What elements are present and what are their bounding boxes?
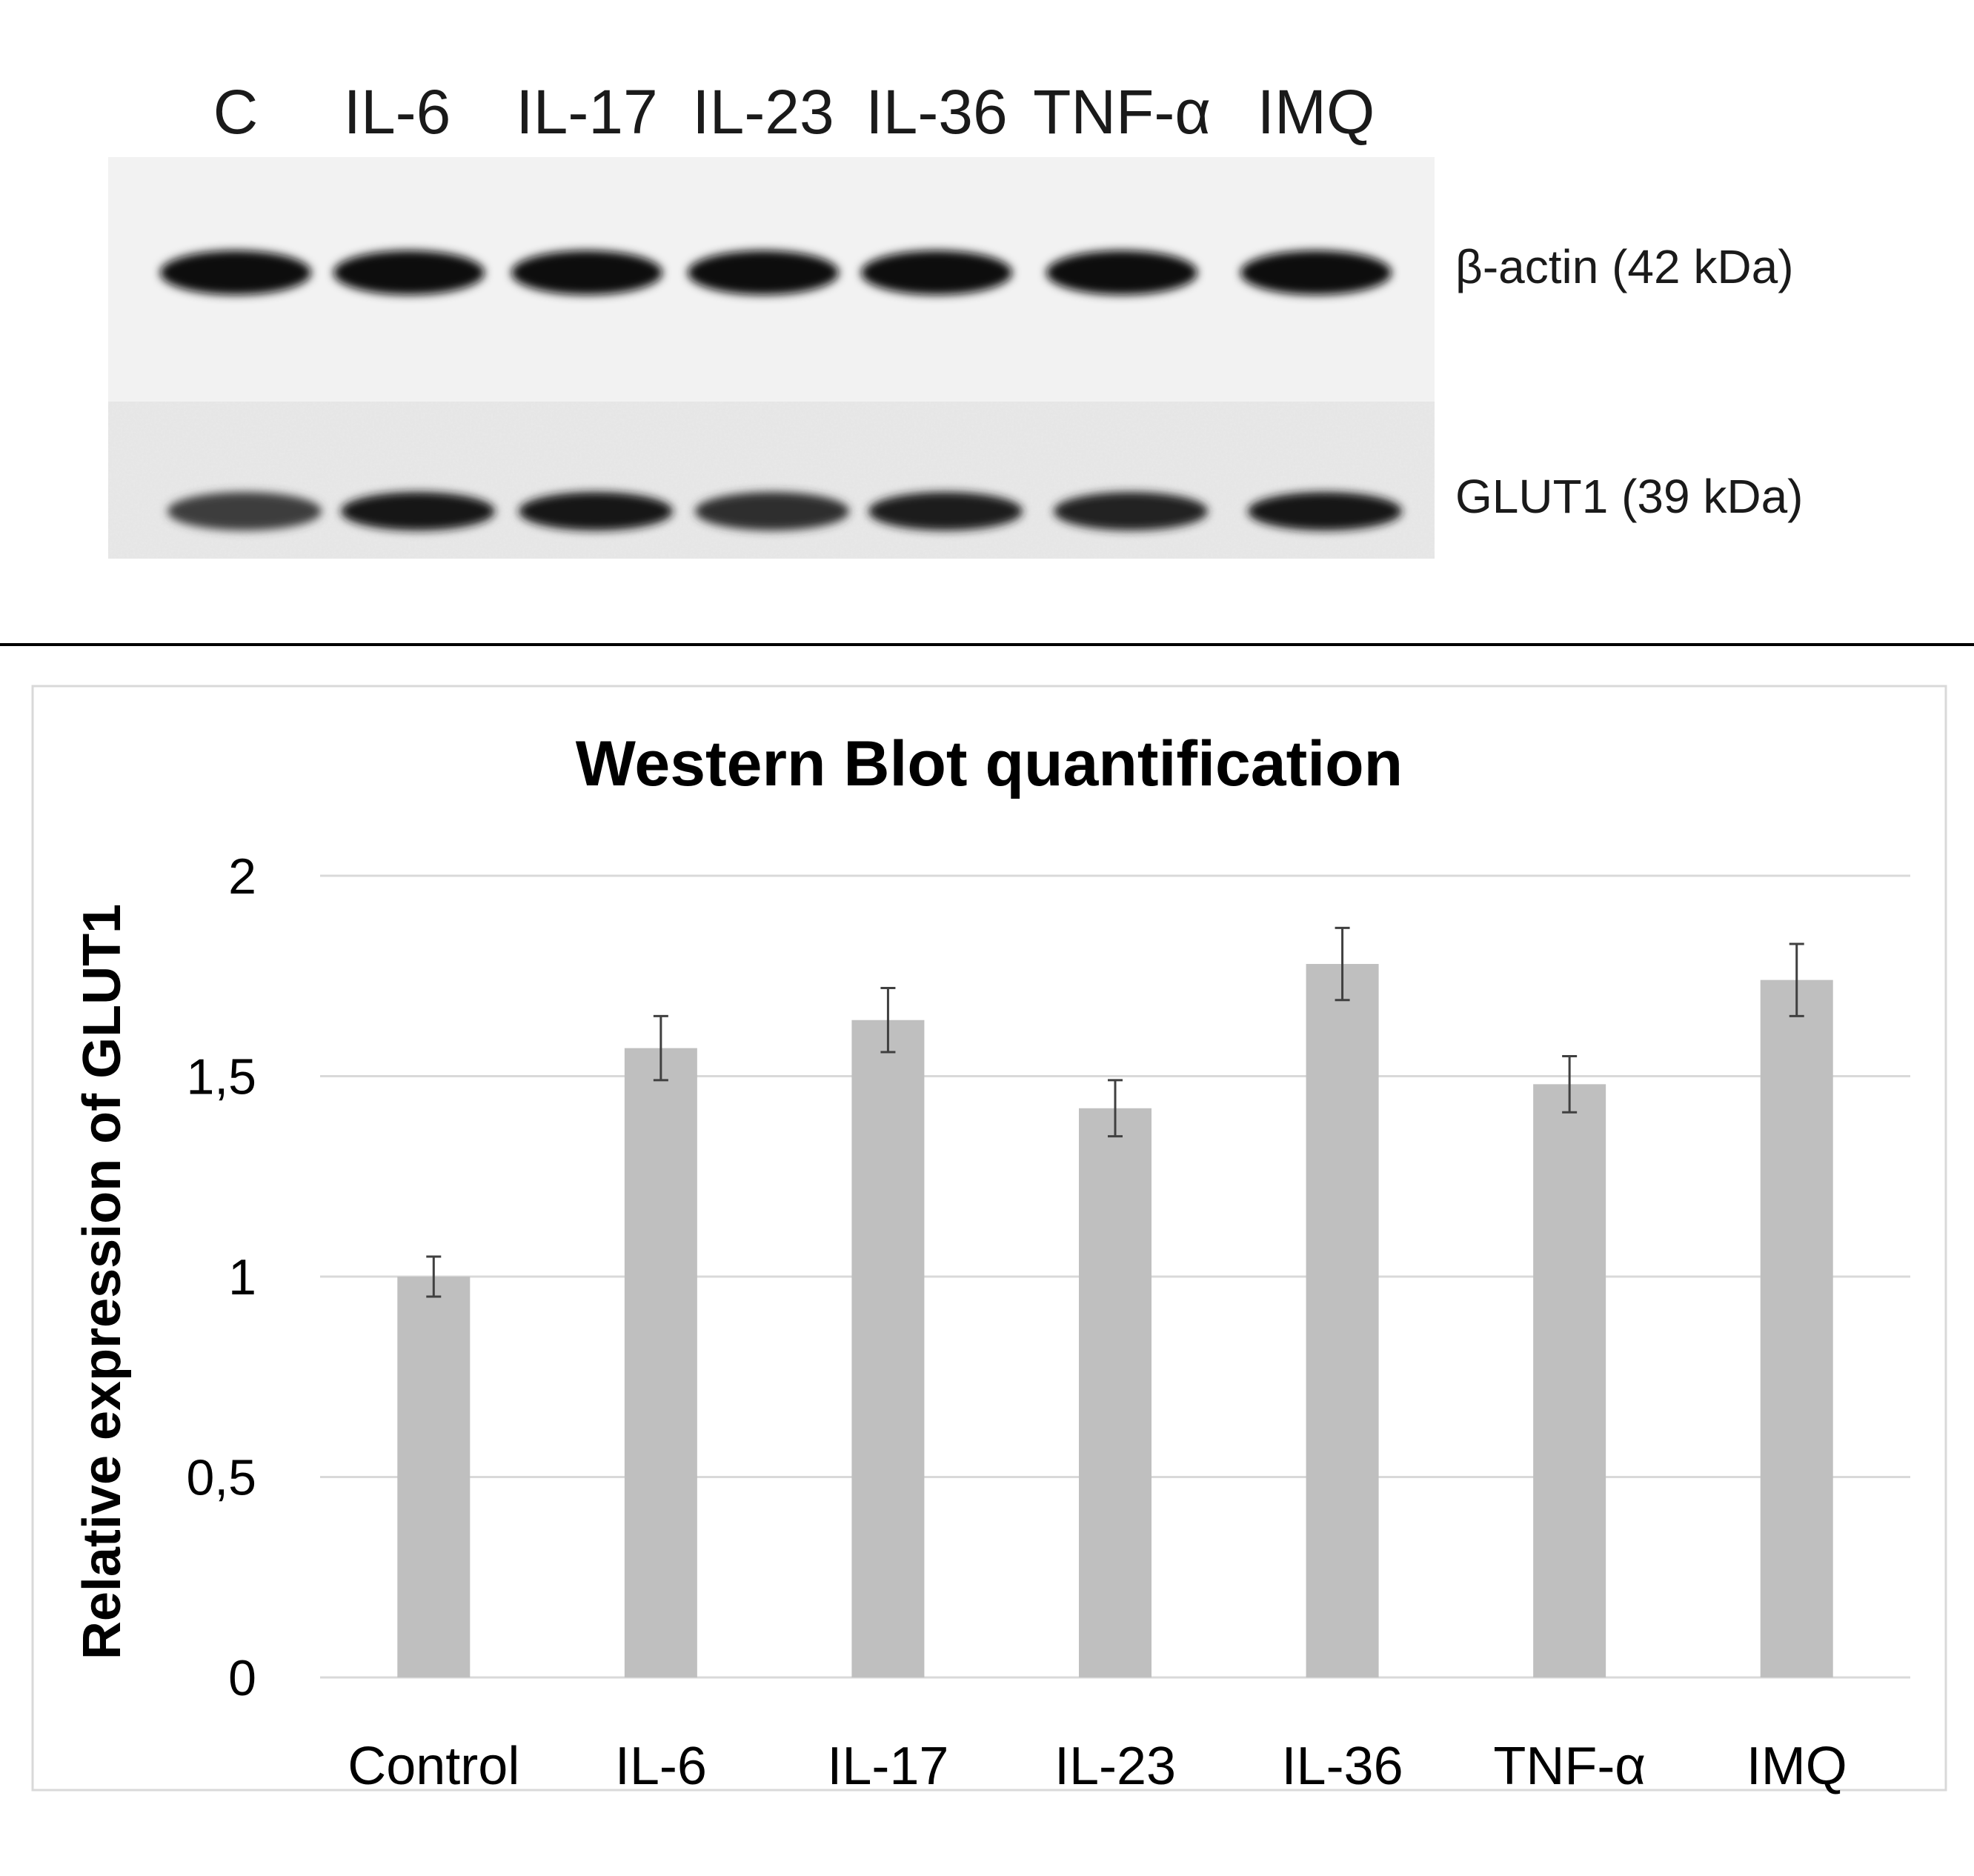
error-bar bbox=[1335, 926, 1350, 1002]
glut1-band bbox=[695, 492, 849, 530]
glut1-membrane-noise bbox=[108, 402, 1435, 559]
bar bbox=[1533, 1084, 1606, 1677]
x-tick-label: TNF-α bbox=[1493, 1737, 1646, 1796]
glut1-band bbox=[1054, 492, 1208, 530]
x-tick-label: IL-6 bbox=[615, 1737, 707, 1796]
y-axis-label: Relative expression of GLUT1 bbox=[73, 904, 132, 1660]
y-tick-label: 0 bbox=[228, 1650, 256, 1706]
actin-bands bbox=[160, 250, 1392, 295]
bar bbox=[1760, 979, 1833, 1677]
bar bbox=[1306, 964, 1379, 1677]
band-label-glut1: GLUT1 (39 kDa) bbox=[1455, 470, 1803, 523]
glut1-bands bbox=[167, 492, 1402, 530]
lane-label-il17: IL-17 bbox=[516, 77, 657, 147]
error-bar bbox=[1108, 1079, 1123, 1138]
glut1-band bbox=[1248, 492, 1402, 530]
bar bbox=[1079, 1108, 1152, 1677]
actin-band bbox=[511, 250, 662, 295]
error-bar bbox=[1562, 1054, 1578, 1114]
glut1-band bbox=[868, 492, 1023, 530]
lane-label-imq: IMQ bbox=[1257, 77, 1375, 147]
x-tick-label: Control bbox=[348, 1737, 519, 1796]
error-bar bbox=[426, 1255, 442, 1298]
y-tick-label: 2 bbox=[228, 848, 256, 905]
x-tick-label: IMQ bbox=[1747, 1737, 1847, 1796]
lane-label-tnfa: TNF-α bbox=[1033, 77, 1211, 147]
x-tick-label: IL-17 bbox=[827, 1737, 948, 1796]
bar bbox=[851, 1020, 925, 1677]
chart-frame bbox=[31, 685, 1947, 1792]
x-tick-labels: Control IL-6 IL-17 IL-23 IL-36 TNF-α IMQ bbox=[348, 1737, 1847, 1796]
actin-band bbox=[160, 250, 311, 295]
error-bar bbox=[1789, 942, 1804, 1017]
actin-band bbox=[333, 250, 485, 295]
blot-panel: C IL-6 IL-17 IL-23 IL-36 TNF-α IMQ β-act… bbox=[108, 77, 1803, 559]
x-tick-label: IL-36 bbox=[1282, 1737, 1403, 1796]
actin-band bbox=[861, 250, 1012, 295]
chart-title: Western Blot quantification bbox=[576, 728, 1403, 799]
lane-label-il6: IL-6 bbox=[344, 77, 451, 147]
error-bar bbox=[880, 986, 896, 1054]
bar bbox=[397, 1277, 471, 1677]
y-tick-label: 1,5 bbox=[186, 1049, 256, 1105]
bar bbox=[624, 1048, 697, 1677]
actin-band bbox=[1046, 250, 1197, 295]
lane-label-il23: IL-23 bbox=[692, 77, 834, 147]
band-label-actin: β-actin (42 kDa) bbox=[1455, 240, 1794, 293]
actin-band bbox=[1240, 250, 1392, 295]
glut1-band bbox=[341, 492, 495, 530]
glut1-band bbox=[519, 492, 673, 530]
lane-labels: C IL-6 IL-17 IL-23 IL-36 TNF-α IMQ bbox=[213, 77, 1375, 147]
y-tick-labels: 0 0,5 1 1,5 2 bbox=[186, 848, 256, 1706]
y-tick-label: 0,5 bbox=[186, 1450, 256, 1506]
lane-label-c: C bbox=[213, 77, 259, 147]
actin-band bbox=[688, 250, 839, 295]
chart-panel: Western Blot quantification Relative exp… bbox=[31, 685, 1947, 1796]
error-bars bbox=[426, 926, 1804, 1298]
error-bar bbox=[653, 1014, 668, 1082]
bars bbox=[397, 964, 1833, 1677]
lane-label-il36: IL-36 bbox=[865, 77, 1007, 147]
glut1-band bbox=[167, 492, 322, 530]
y-tick-label: 1 bbox=[228, 1249, 256, 1305]
x-tick-label: IL-23 bbox=[1054, 1737, 1176, 1796]
